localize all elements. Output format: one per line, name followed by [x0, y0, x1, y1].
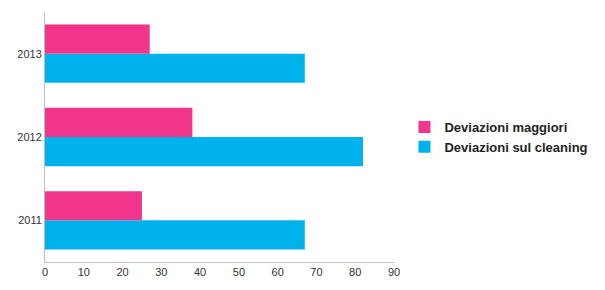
svg-text:70: 70: [310, 266, 322, 278]
svg-text:80: 80: [349, 266, 361, 278]
svg-text:10: 10: [78, 266, 90, 278]
svg-text:50: 50: [233, 266, 245, 278]
svg-text:2012: 2012: [17, 131, 41, 143]
svg-text:0: 0: [42, 266, 48, 278]
svg-text:30: 30: [155, 266, 167, 278]
svg-text:60: 60: [272, 266, 284, 278]
svg-text:40: 40: [194, 266, 206, 278]
svg-text:2011: 2011: [18, 214, 42, 226]
svg-text:Deviazioni sul cleaning: Deviazioni sul cleaning: [444, 140, 587, 155]
svg-text:90: 90: [388, 266, 400, 278]
svg-text:2013: 2013: [17, 48, 41, 60]
svg-text:Deviazioni maggiori: Deviazioni maggiori: [444, 120, 567, 135]
svg-text:20: 20: [116, 266, 128, 278]
